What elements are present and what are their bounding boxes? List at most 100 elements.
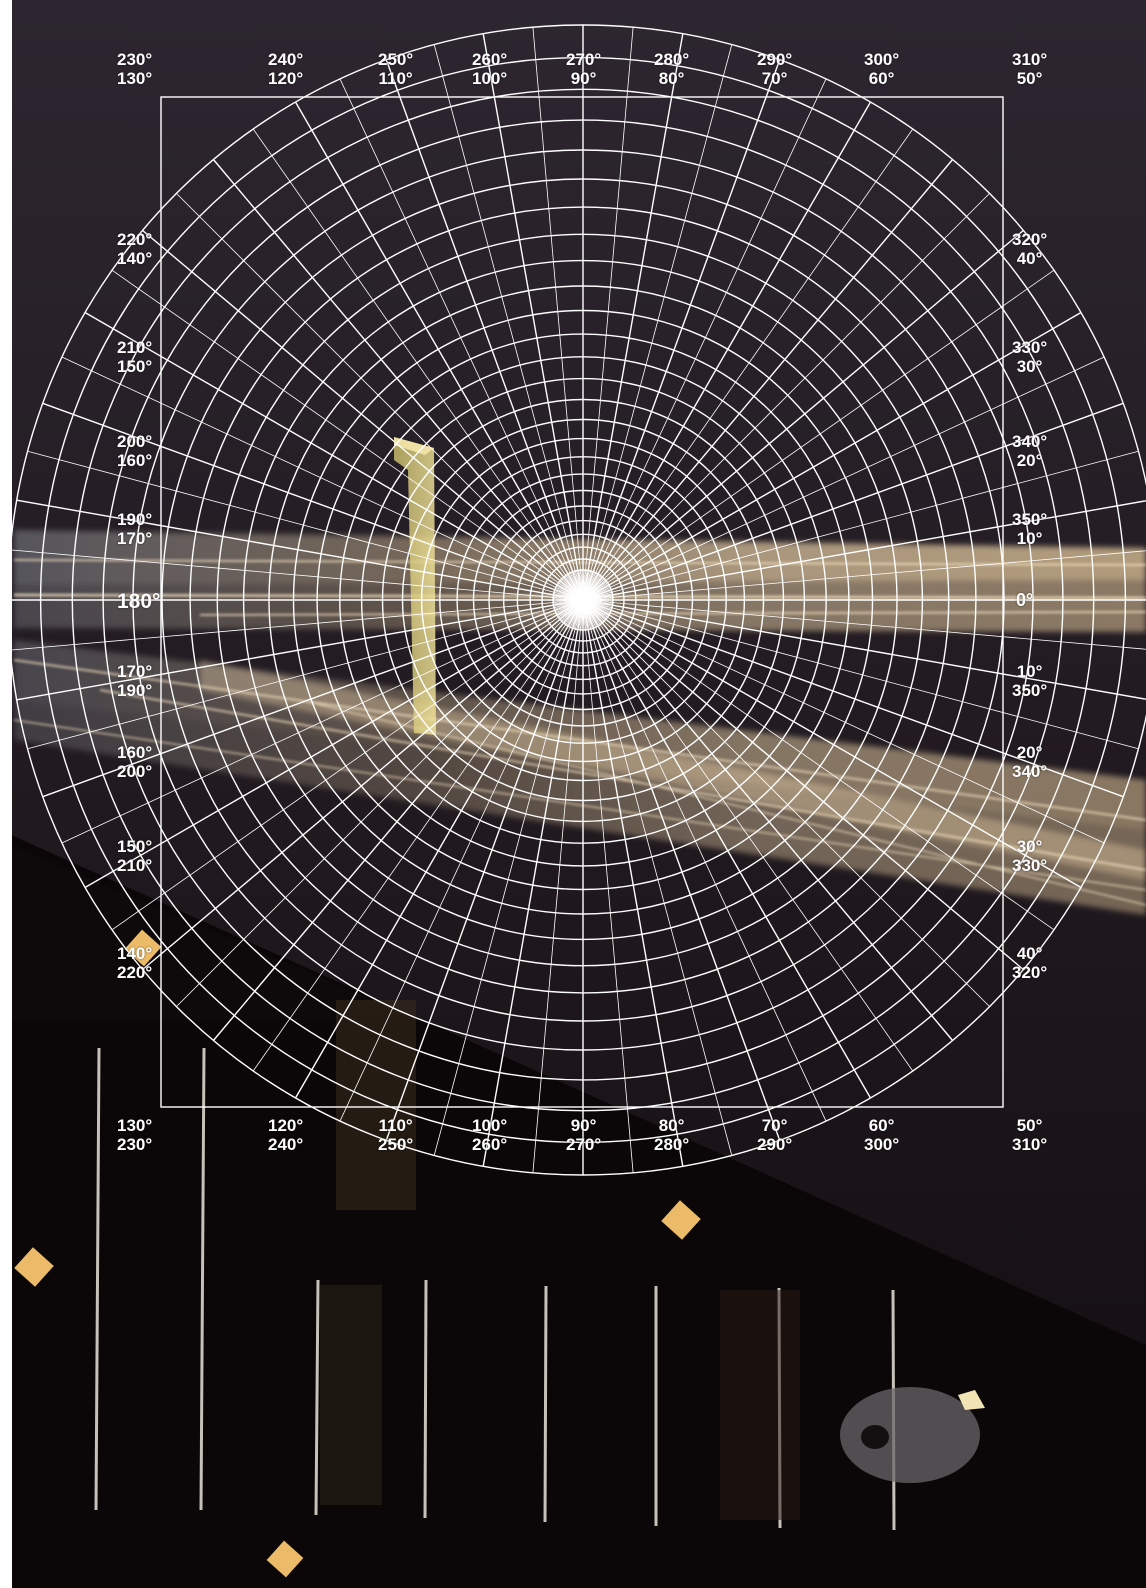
top-degree-label: 310° 50°: [1012, 50, 1047, 88]
grid-spoke: [582, 101, 872, 601]
left-degree-label: 170° 190°: [117, 662, 152, 700]
top-degree-label: 260° 100°: [472, 50, 507, 88]
right-degree-label-upper: 40°: [1016, 944, 1043, 963]
grid-spoke: [16, 499, 584, 601]
grid-spoke-minor: [582, 599, 1146, 650]
left-degree-label-upper: 170°: [117, 662, 153, 681]
bottom-degree-label: 80° 280°: [654, 1116, 689, 1154]
grid-spoke-minor: [61, 599, 584, 844]
left-degree-label-lower: 160°: [117, 451, 153, 470]
grid-spoke-minor: [111, 599, 584, 931]
top-degree-label-lower: 60°: [868, 69, 895, 88]
top-degree-label: 240° 120°: [268, 50, 303, 88]
bottom-degree-label: 120° 240°: [268, 1116, 303, 1154]
left-degree-label: 210° 150°: [117, 338, 152, 376]
top-degree-label: 300° 60°: [864, 50, 899, 88]
left-degree-label: 160° 200°: [117, 743, 152, 781]
left-degree-label-upper: 160°: [117, 743, 153, 762]
grid-spoke-center: [582, 598, 614, 601]
top-degree-label-upper: 230°: [117, 50, 153, 69]
left-degree-label-lower: 200°: [117, 762, 153, 781]
grid-spoke: [582, 229, 1024, 601]
grid-spoke-minor: [111, 269, 584, 601]
bottom-degree-label-lower: 260°: [472, 1135, 508, 1154]
right-degree-label-upper: 320°: [1012, 230, 1048, 249]
grid-spoke-minor: [582, 599, 914, 1072]
grid-spoke: [582, 599, 684, 1167]
grid-spoke-minor: [582, 599, 1105, 844]
bottom-degree-label-upper: 120°: [268, 1116, 304, 1135]
grid-spoke: [212, 159, 584, 601]
bottom-degree-label-upper: 60°: [868, 1116, 895, 1135]
grid-spoke-minor: [532, 27, 584, 601]
bottom-degree-label-lower: 280°: [654, 1135, 690, 1154]
grid-spoke: [482, 599, 584, 1167]
grid-spoke: [142, 599, 584, 971]
grid-spoke-minor: [27, 450, 584, 601]
left-degree-label-lower: 210°: [117, 856, 153, 875]
grid-spoke: [84, 599, 584, 889]
bottom-degree-label-upper: 70°: [761, 1116, 788, 1135]
grid-spoke-minor: [10, 549, 584, 601]
grid-spoke: [482, 33, 584, 601]
grid-spoke: [582, 599, 1082, 889]
right-degree-label: 10° 350°: [1012, 662, 1047, 700]
top-degree-label-lower: 110°: [378, 69, 413, 88]
top-degree-label-lower: 50°: [1016, 69, 1043, 88]
bottom-degree-label-upper: 130°: [117, 1116, 153, 1135]
left-degree-label-upper: 200°: [117, 432, 153, 451]
right-degree-label: 40° 320°: [1012, 944, 1047, 982]
bottom-degree-label-lower: 290°: [757, 1135, 793, 1154]
right-degree-label: 340° 20°: [1012, 432, 1047, 470]
top-degree-label-lower: 130°: [117, 69, 153, 88]
grid-spoke-minor: [582, 599, 1055, 931]
grid-spoke-minor: [252, 128, 584, 601]
grid-spoke: [582, 159, 954, 601]
right-degree-label-upper: 350°: [1012, 510, 1048, 529]
bottom-degree-label-upper: 50°: [1016, 1116, 1043, 1135]
bottom-degree-label-upper: 110°: [378, 1116, 413, 1135]
right-degree-label-lower: 10°: [1016, 529, 1043, 548]
right-degree-label-upper: 10°: [1016, 662, 1043, 681]
bottom-degree-label-lower: 250°: [378, 1135, 414, 1154]
top-degree-label-upper: 270°: [566, 50, 602, 69]
bottom-degree-label-lower: 310°: [1012, 1135, 1048, 1154]
right-degree-label: 330° 30°: [1012, 338, 1047, 376]
top-degree-label: 230° 130°: [117, 50, 152, 88]
grid-spoke-minor: [582, 78, 827, 601]
right-degree-label-lower: 340°: [1012, 762, 1048, 781]
right-degree-label-upper: 20°: [1016, 743, 1043, 762]
left-degree-label-upper: 140°: [117, 944, 153, 963]
left-degree-label-lower: 150°: [117, 357, 153, 376]
bottom-degree-label: 100° 260°: [472, 1116, 507, 1154]
grid-spoke: [212, 599, 584, 1041]
grid-spoke: [582, 33, 684, 601]
top-degree-label-upper: 240°: [268, 50, 304, 69]
top-degree-label: 270° 90°: [566, 50, 601, 88]
top-degree-label-lower: 80°: [658, 69, 685, 88]
grid-spoke-minor: [582, 599, 827, 1122]
bottom-degree-label: 50° 310°: [1012, 1116, 1047, 1154]
grid-spoke-minor: [433, 44, 584, 601]
grid-spoke-minor: [582, 450, 1139, 601]
left-degree-label-upper: 150°: [117, 837, 153, 856]
bottom-degree-label-upper: 100°: [472, 1116, 508, 1135]
right-degree-label-lower: 320°: [1012, 963, 1048, 982]
left-degree-label: 150° 210°: [117, 837, 152, 875]
grid-spoke-minor: [582, 269, 1055, 601]
bottom-degree-label: 90° 270°: [566, 1116, 601, 1154]
top-degree-label: 290° 70°: [757, 50, 792, 88]
bottom-degree-label-upper: 90°: [570, 1116, 597, 1135]
left-degree-label: 140° 220°: [117, 944, 152, 982]
light-streaks: [14, 530, 1146, 915]
bottom-degree-label: 60° 300°: [864, 1116, 899, 1154]
grid-spoke: [385, 59, 584, 601]
grid-spoke-minor: [252, 599, 584, 1072]
left-degree-label-upper: 190°: [117, 510, 153, 529]
left-degree-label-upper: 210°: [117, 338, 153, 357]
right-degree-label-lower: 40°: [1016, 249, 1043, 268]
gold-diamonds: [14, 929, 701, 1578]
bottom-degree-label-lower: 270°: [566, 1135, 602, 1154]
right-degree-label-upper: 340°: [1012, 432, 1048, 451]
